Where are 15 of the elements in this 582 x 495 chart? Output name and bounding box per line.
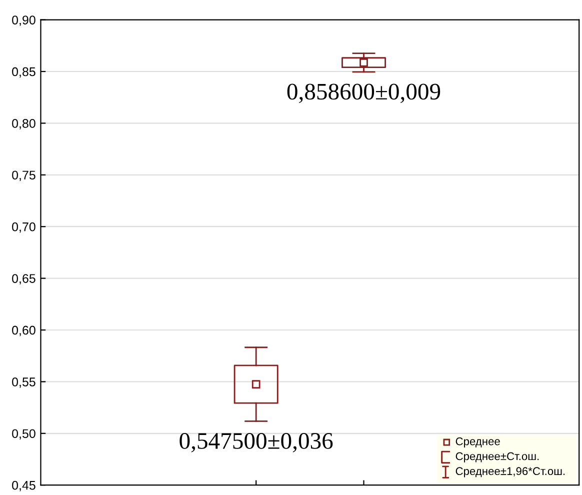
annotation: Среднее±1,96*Ст.ош. <box>456 467 565 478</box>
y-tick-label: 0,45 <box>12 480 36 492</box>
annotation: Среднее±Ст.ош. <box>456 452 539 462</box>
text: 0,547500±0,036 <box>180 432 333 452</box>
y-tick-label: 0,50 <box>12 429 36 440</box>
y-tick-label: 0,85 <box>12 67 36 78</box>
y-tick-label: 0,55 <box>12 378 36 388</box>
y-tick-label: 0,65 <box>12 274 36 284</box>
text: 0,858600±0,009 <box>287 84 440 104</box>
y-tick-label: 0,90 <box>12 16 36 26</box>
y-tick-label: 0,80 <box>12 119 36 130</box>
annotation: Среднее <box>456 437 500 448</box>
y-tick-label: 0,60 <box>12 326 36 336</box>
y-tick-label: 0,75 <box>12 170 36 182</box>
y-tick-label: 0,70 <box>12 222 36 233</box>
